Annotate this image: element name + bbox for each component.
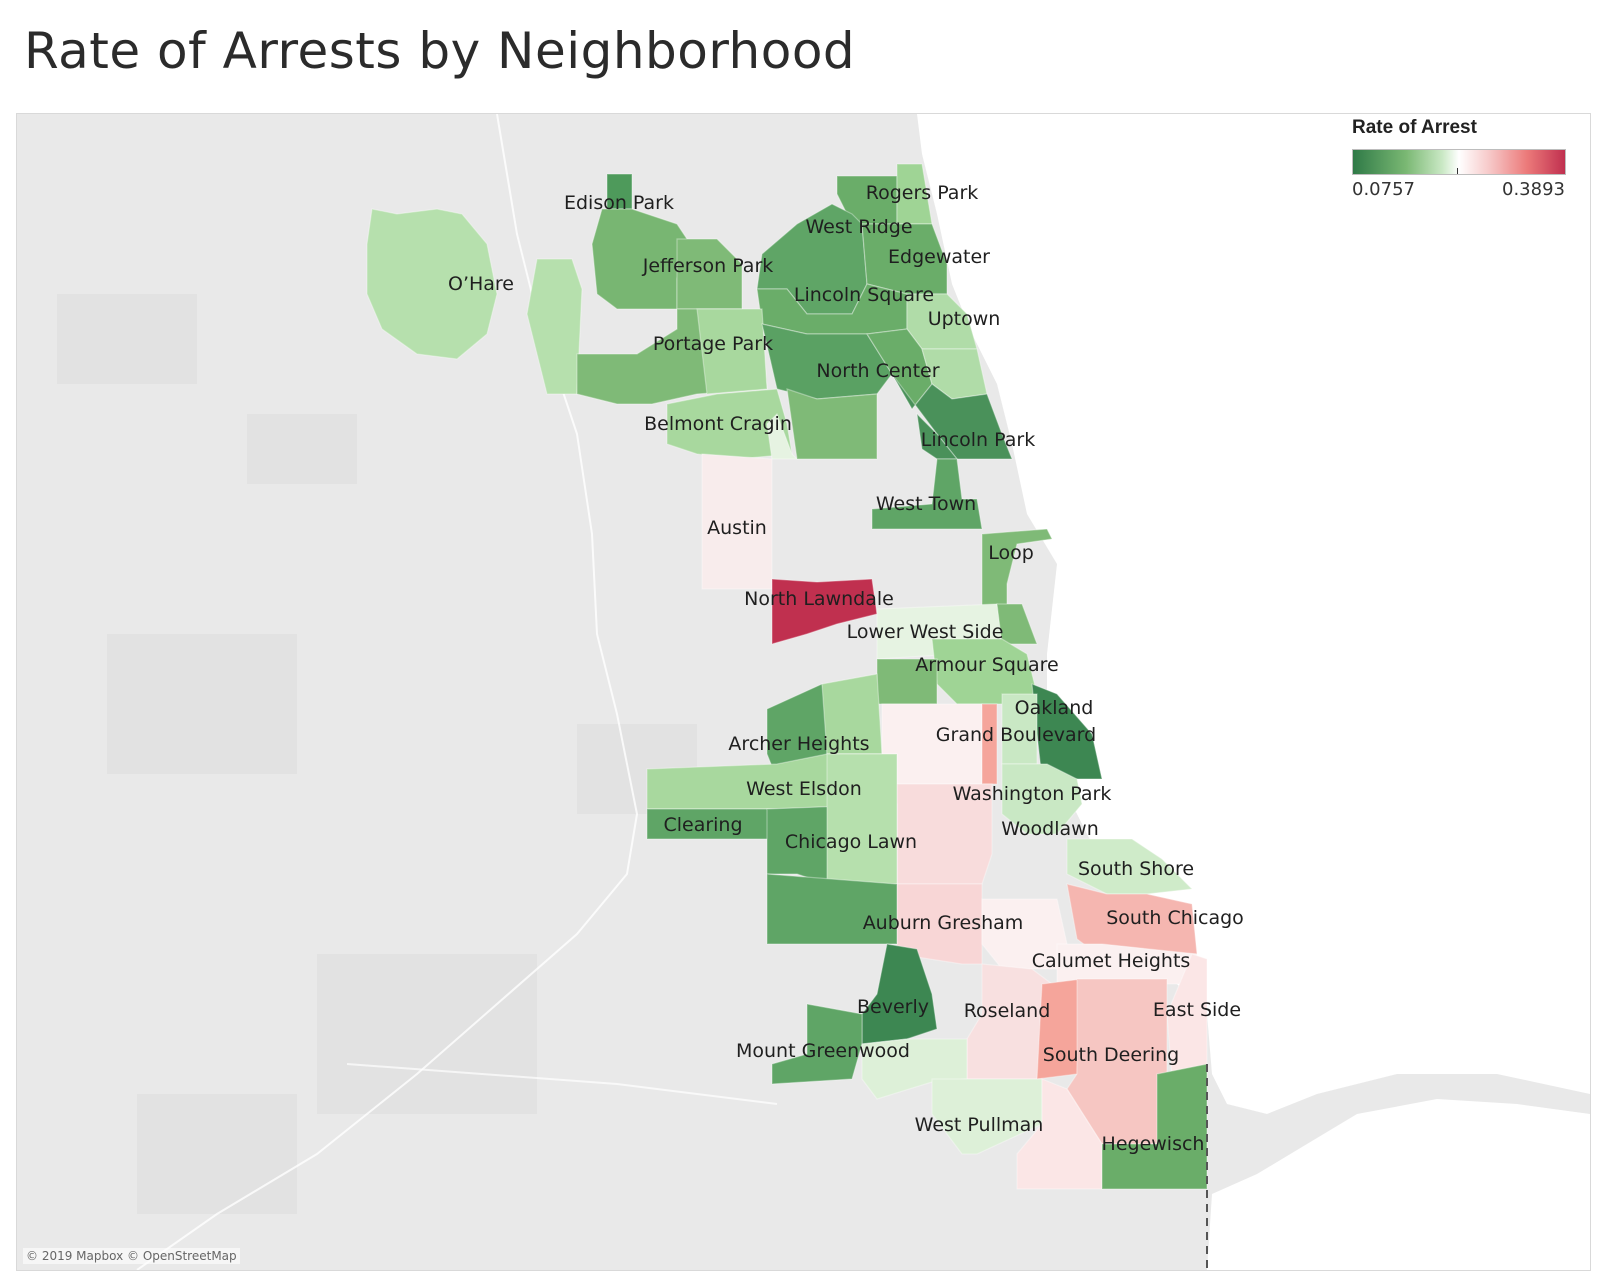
label-washington-park: Washington Park	[953, 783, 1112, 805]
label-loop: Loop	[988, 542, 1034, 564]
label-west-elsdon: West Elsdon	[746, 778, 862, 800]
region-west-town[interactable]	[871, 458, 983, 530]
legend-midpoint-tick	[1457, 168, 1458, 174]
label-austin: Austin	[707, 517, 767, 539]
label-calumet-heights: Calumet Heights	[1032, 950, 1191, 972]
legend-color-ramp	[1352, 149, 1566, 175]
region-near-south[interactable]	[996, 603, 1038, 645]
neighborhood-labels: Edison Park Rogers Park West Ridge Edgewate…	[448, 182, 1244, 1155]
label-west-ridge: West Ridge	[805, 216, 912, 238]
label-jefferson-park: Jefferson Park	[642, 255, 774, 277]
label-edison-park: Edison Park	[564, 192, 674, 214]
label-rogers-park: Rogers Park	[866, 182, 979, 204]
label-west-pullman: West Pullman	[915, 1114, 1044, 1136]
region-west-englewood[interactable]	[766, 873, 898, 945]
label-belmont-cragin: Belmont Cragin	[644, 413, 792, 435]
label-lincoln-park: Lincoln Park	[921, 429, 1035, 451]
region-ohare[interactable]	[366, 208, 498, 360]
label-oakland: Oakland	[1015, 697, 1094, 719]
map-canvas[interactable]: Edison Park Rogers Park West Ridge Edgewate…	[17, 114, 1590, 1270]
legend-max-value: 0.3893	[1502, 179, 1565, 200]
label-uptown: Uptown	[928, 308, 1001, 330]
label-edgewater: Edgewater	[888, 246, 990, 268]
region-south-shore[interactable]	[1066, 838, 1194, 895]
region-near-ohare[interactable]	[526, 258, 583, 395]
label-armour-square: Armour Square	[915, 654, 1058, 676]
page-title: Rate of Arrests by Neighborhood	[24, 22, 856, 80]
label-auburn-gresham: Auburn Gresham	[863, 912, 1024, 934]
label-roseland: Roseland	[964, 1000, 1051, 1022]
region-grand-boulevard[interactable]	[981, 703, 998, 785]
label-south-deering: South Deering	[1043, 1044, 1179, 1066]
color-legend: Rate of Arrest 0.0757 0.3893	[1352, 117, 1582, 200]
label-portage-park: Portage Park	[653, 333, 773, 355]
label-south-shore: South Shore	[1078, 858, 1194, 880]
region-portage-park-east[interactable]	[696, 308, 768, 395]
label-chicago-lawn: Chicago Lawn	[785, 831, 917, 853]
map-attribution[interactable]: © 2019 Mapbox © OpenStreetMap	[23, 1248, 240, 1264]
label-woodlawn: Woodlawn	[1001, 818, 1099, 840]
legend-min-value: 0.0757	[1352, 179, 1415, 200]
neighborhood-layer[interactable]: Edison Park Rogers Park West Ridge Edgewate…	[366, 163, 1244, 1190]
terrain-texture	[57, 294, 697, 1214]
map-frame[interactable]: Edison Park Rogers Park West Ridge Edgewate…	[16, 113, 1591, 1271]
lake-michigan	[917, 114, 1590, 1270]
legend-title: Rate of Arrest	[1352, 117, 1477, 138]
label-lincoln-square: Lincoln Square	[794, 284, 934, 306]
region-woodlawn[interactable]	[1001, 763, 1083, 835]
region-chicago-lawn-east[interactable]	[826, 753, 898, 885]
label-mount-greenwood: Mount Greenwood	[736, 1040, 910, 1062]
label-grand-boulevard: Grand Boulevard	[936, 724, 1096, 746]
region-south-chicago[interactable]	[1066, 883, 1198, 955]
region-rogers-park[interactable]	[896, 163, 933, 225]
region-mount-greenwood[interactable]	[771, 1003, 863, 1085]
label-east-side: East Side	[1153, 999, 1241, 1021]
label-beverly: Beverly	[857, 996, 929, 1018]
label-archer-heights: Archer Heights	[728, 733, 869, 755]
label-north-lawndale: North Lawndale	[744, 588, 894, 610]
road-line	[346, 1063, 778, 1105]
label-west-town: West Town	[876, 493, 976, 515]
region-north-lawndale[interactable]	[771, 578, 878, 645]
region-logan-square[interactable]	[786, 388, 878, 460]
label-north-center: North Center	[816, 360, 939, 382]
label-hegewisch: Hegewisch	[1102, 1133, 1205, 1155]
label-o-hare: O’Hare	[448, 273, 514, 295]
region-hermosa[interactable]	[766, 412, 799, 460]
region-north-center[interactable]	[761, 323, 893, 400]
label-lower-west-side: Lower West Side	[847, 621, 1004, 643]
region-riverdale[interactable]	[1016, 1078, 1103, 1190]
label-clearing: Clearing	[663, 814, 742, 836]
label-south-chicago: South Chicago	[1106, 907, 1244, 929]
